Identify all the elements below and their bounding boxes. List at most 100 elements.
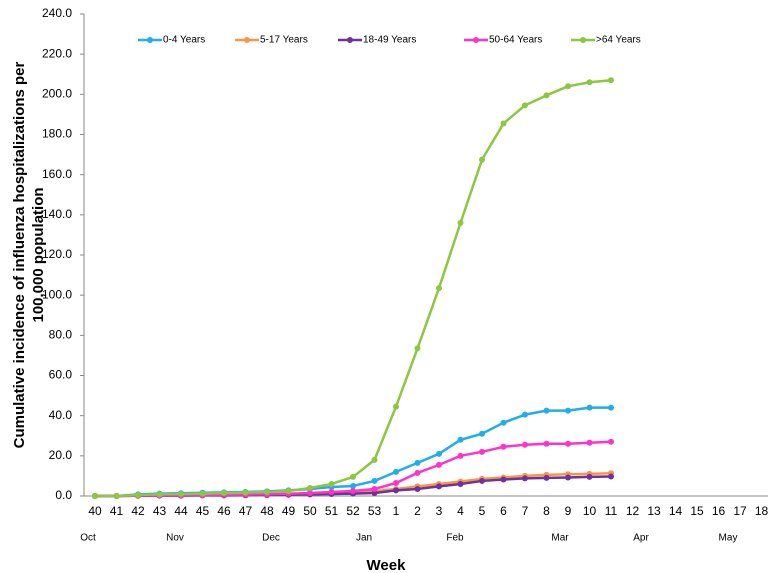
y-tick-label: 60.0 [49,368,73,382]
point [307,489,313,496]
point [436,450,442,457]
point [586,473,593,480]
point [307,484,313,491]
x-tick-label: 12 [626,504,640,518]
point [414,345,421,352]
x-tick-label: 14 [669,504,683,518]
point [371,477,378,484]
legend-label: 5-17 Years [260,35,308,46]
month-label: Jan [356,533,372,544]
point [221,489,227,496]
x-tick-label: 4 [457,504,464,518]
point [393,468,399,475]
month-label: May [719,533,738,544]
point [543,474,550,481]
point [500,476,507,483]
y-tick-label: 200.0 [42,87,72,101]
point [608,438,614,445]
point [586,79,593,86]
point [371,485,378,492]
point [436,461,442,468]
month-label: Apr [633,533,649,544]
y-tick-label: 40.0 [49,408,73,422]
legend-marker [347,37,353,43]
x-tick-label: 52 [346,504,360,518]
point [393,403,399,410]
point [135,491,141,498]
point [328,480,335,487]
x-tick-label: 48 [260,504,274,518]
x-tick-label: 3 [436,504,443,518]
x-tick-label: 49 [282,504,296,518]
point [522,102,528,109]
y-tick-label: 240.0 [42,6,72,20]
legend-label: 0-4 Years [163,35,205,46]
y-tick-label: 140.0 [42,207,72,221]
month-label: Dec [262,533,280,544]
legend-label: >64 Years [596,35,641,46]
x-tick-label: 41 [110,504,124,518]
point [414,459,421,466]
point [608,77,614,84]
x-tick-label: 43 [153,504,167,518]
point [156,491,163,498]
x-tick-label: 16 [712,504,726,518]
legend-marker [580,37,586,43]
point [565,474,571,481]
x-tick-label: 6 [500,504,507,518]
point [436,483,442,490]
point [393,479,399,486]
x-tick-label: 47 [239,504,253,518]
point [350,487,356,494]
point [457,436,464,443]
point [543,407,550,414]
y-tick-label: 220.0 [42,46,72,60]
x-tick-label: 7 [522,504,529,518]
point [178,490,184,497]
legend-marker [244,37,250,43]
x-tick-label: 1 [393,504,400,518]
x-tick-label: 53 [368,504,382,518]
x-tick-label: 15 [690,504,704,518]
month-label: Oct [80,533,96,544]
legend-label: 50-64 Years [489,35,542,46]
point [414,485,421,492]
point [500,443,507,450]
point [371,456,378,463]
series-line [95,79,612,498]
x-tick-label: 42 [131,504,145,518]
series-line [95,406,611,498]
month-label: Mar [551,533,569,544]
month-label: Nov [166,533,184,544]
point [522,441,528,448]
point [479,477,485,484]
y-tick-label: 160.0 [42,167,72,181]
point [543,440,550,447]
x-tick-label: 11 [605,504,618,518]
point [436,285,442,292]
point [479,448,485,455]
point [199,490,206,497]
point [543,92,550,99]
point [586,439,593,446]
point [350,482,356,489]
x-tick-label: 8 [543,504,550,518]
point [479,430,485,437]
y-tick-label: 0.0 [55,488,72,502]
x-tick-label: 9 [565,504,572,518]
legend-marker [147,37,153,43]
point [457,219,464,226]
point [500,419,507,426]
x-tick-label: 44 [174,504,188,518]
point [457,452,464,459]
y-tick-label: 180.0 [42,127,72,141]
x-tick-label: 18 [755,504,768,518]
legend-marker [473,37,479,43]
point [92,493,98,499]
x-tick-label: 40 [88,504,102,518]
point [500,120,507,127]
y-tick-label: 100.0 [42,287,72,301]
legend-label: 18-49 Years [363,35,416,46]
